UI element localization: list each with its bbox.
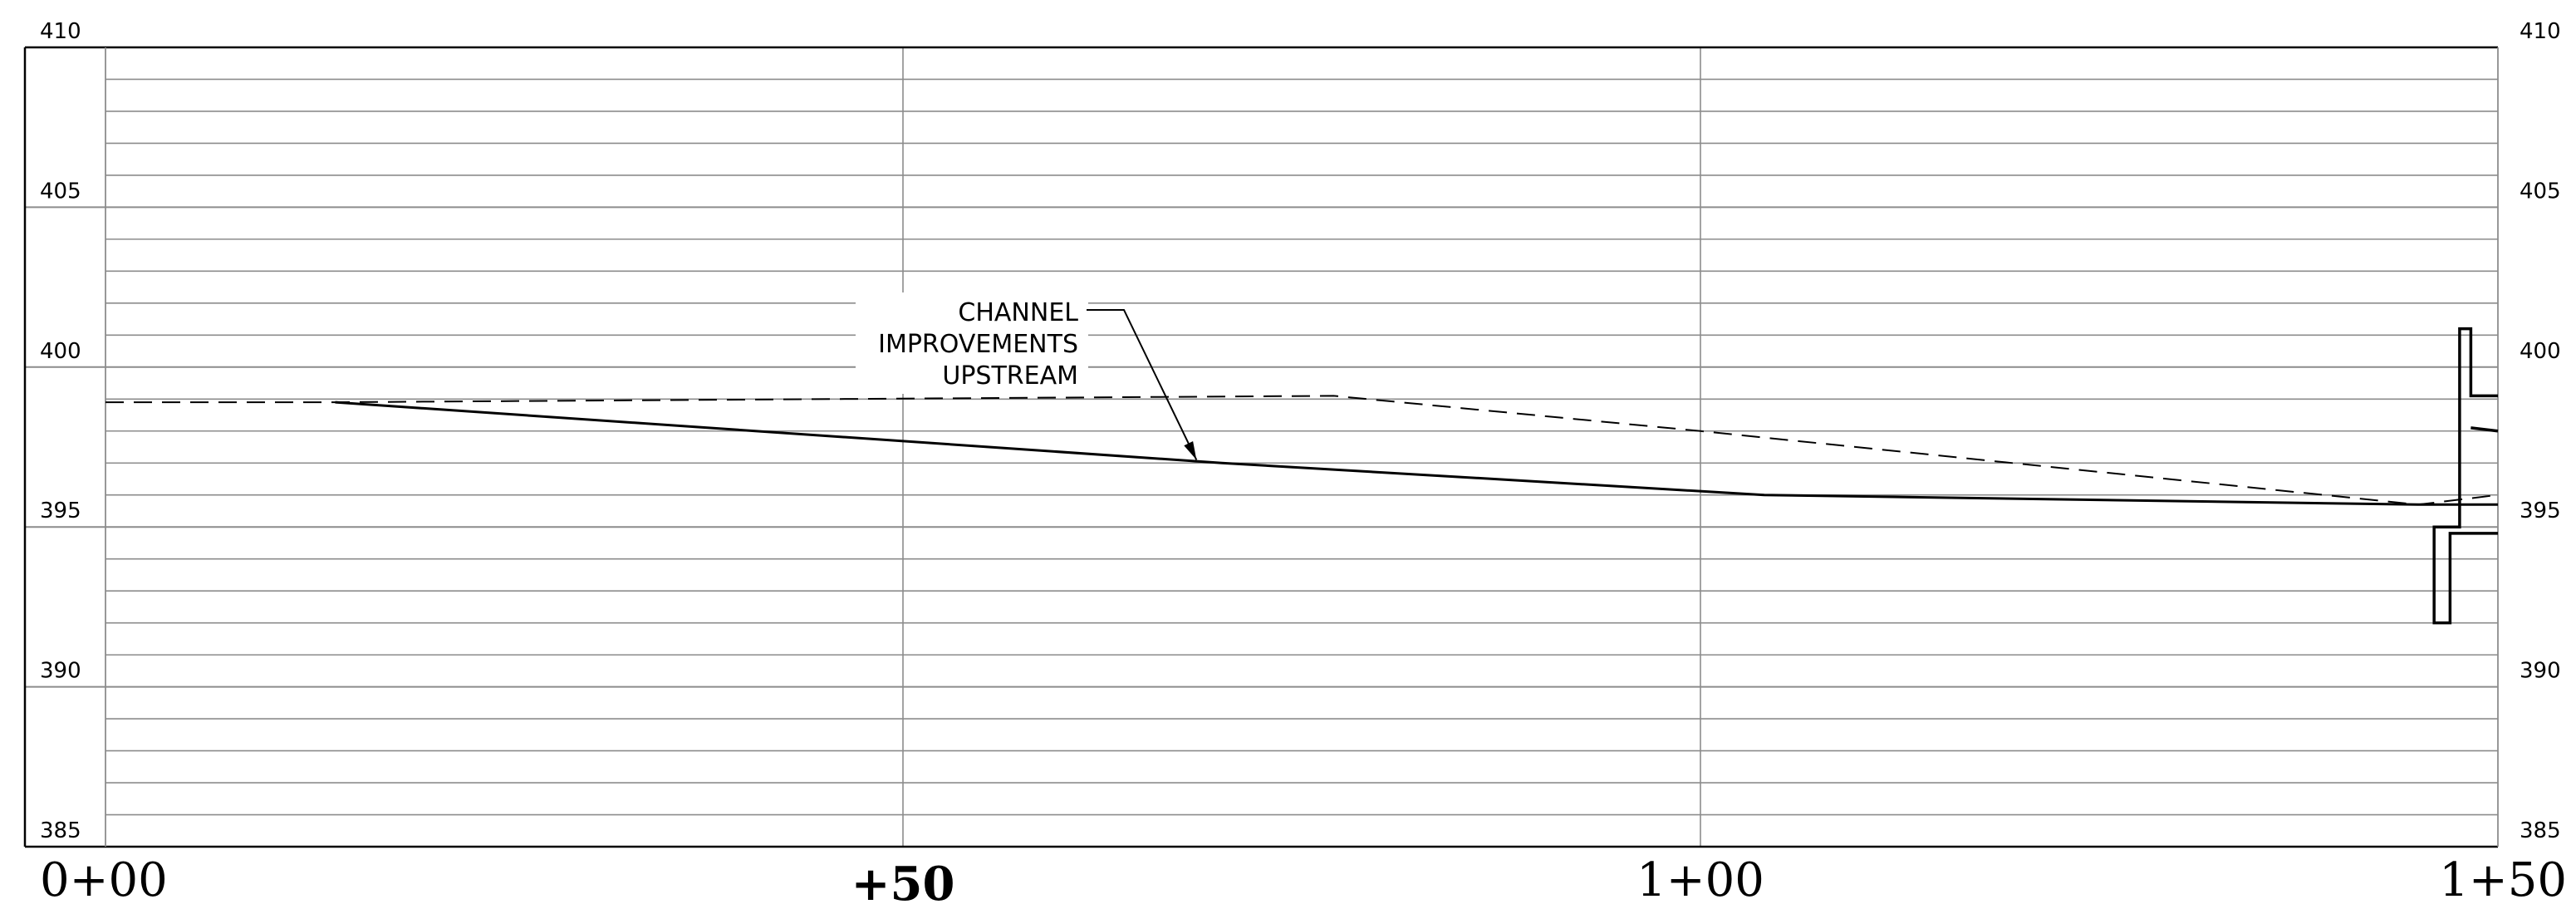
grid-horizontal xyxy=(25,78,2498,816)
callout-text: IMPROVEMENTS xyxy=(878,330,1078,359)
elevation-label: 385 xyxy=(2520,818,2561,843)
elevation-label: 405 xyxy=(40,179,81,204)
existing-ground-line xyxy=(105,395,2499,506)
callout-text: UPSTREAM xyxy=(942,361,1078,391)
elevation-label: 395 xyxy=(40,499,81,523)
chart-frame xyxy=(23,46,2499,848)
elevation-label: 410 xyxy=(2520,19,2561,44)
elevation-label: 395 xyxy=(2520,499,2561,523)
elevation-label: 400 xyxy=(2520,339,2561,364)
elevation-label: 400 xyxy=(40,339,81,364)
elevation-label: 390 xyxy=(40,659,81,684)
structure-outline xyxy=(2432,327,2499,625)
callout-arrowhead xyxy=(1184,441,1197,460)
callout-text: CHANNEL xyxy=(958,298,1078,327)
elevation-label: 385 xyxy=(40,818,81,843)
elevation-label: 405 xyxy=(2520,179,2561,204)
elevation-labels-left: 385 390 395 400 405 410 xyxy=(40,19,81,843)
grid-vertical xyxy=(902,47,1701,847)
elevation-labels-right: 385 390 395 400 405 410 xyxy=(2520,19,2561,843)
structure-polyline xyxy=(2432,327,2498,625)
callout-mask xyxy=(856,292,1088,394)
elevation-label: 390 xyxy=(2520,659,2561,684)
station-labels: 0+00 +50 1+00 1+50 xyxy=(40,853,2567,909)
station-label: +50 xyxy=(851,857,955,909)
structure-cap xyxy=(2471,426,2499,433)
callout-leader xyxy=(1087,309,1198,460)
proposed-grade-line xyxy=(335,400,2498,506)
profile-series xyxy=(105,395,2499,506)
station-label: 0+00 xyxy=(40,853,168,907)
elevation-label: 410 xyxy=(40,19,81,44)
station-label: 1+50 xyxy=(2439,853,2567,907)
station-label: 1+00 xyxy=(1636,853,1764,907)
